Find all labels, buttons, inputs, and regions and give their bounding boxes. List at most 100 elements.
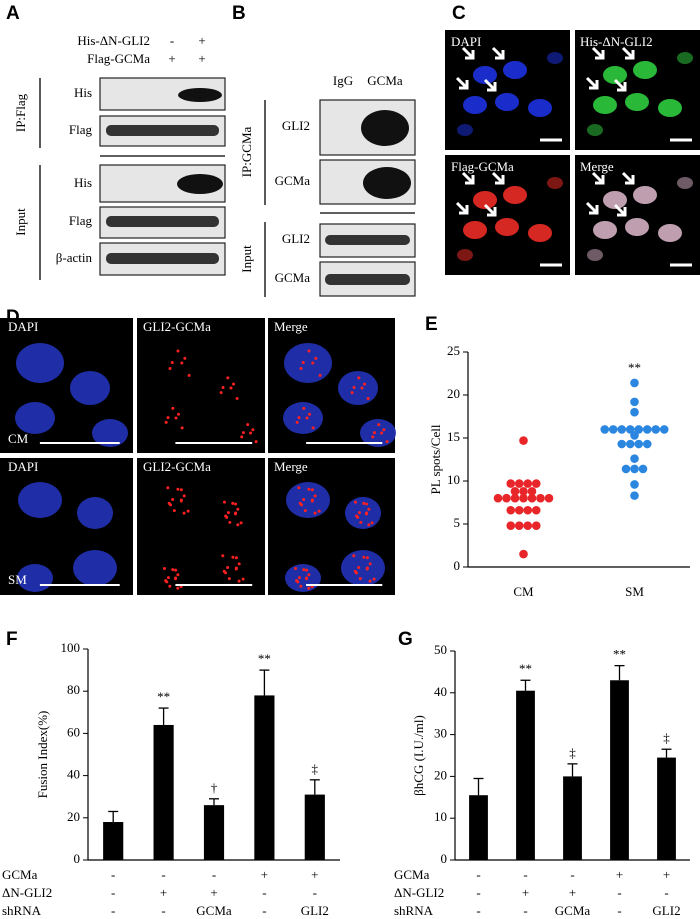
- spot: [180, 426, 184, 430]
- condition-value: -: [111, 903, 115, 918]
- spot: [251, 428, 255, 432]
- condition-label: shRNA: [394, 903, 434, 918]
- point: [502, 493, 511, 503]
- band: [363, 167, 411, 199]
- spot: [362, 501, 366, 505]
- spot: [299, 366, 303, 370]
- spot: [362, 555, 366, 559]
- point: [506, 505, 516, 515]
- spot: [307, 487, 311, 491]
- spot: [295, 579, 299, 583]
- point: [630, 407, 639, 417]
- y-tick-label: 25: [447, 343, 460, 358]
- spot: [367, 523, 371, 527]
- point: [519, 493, 528, 503]
- row-label: Flag-GCMa: [87, 51, 150, 66]
- spot: [297, 486, 301, 490]
- spot: [352, 386, 356, 390]
- point: [527, 493, 537, 503]
- nucleus: [92, 419, 128, 447]
- point: [634, 439, 644, 449]
- condition-value: -: [111, 885, 115, 900]
- nucleus: [345, 497, 381, 529]
- annotation: **: [613, 647, 626, 662]
- condition-value: +: [311, 867, 318, 882]
- condition-value: GLI2: [301, 903, 329, 918]
- spot: [307, 349, 311, 353]
- nucleus: [503, 186, 527, 204]
- point: [630, 431, 639, 440]
- condition-label: ΔN-GLI2: [394, 885, 444, 900]
- lane-label: IgG: [333, 73, 353, 88]
- y-tick-label: 20: [67, 809, 80, 824]
- spot: [173, 577, 177, 581]
- point: [519, 436, 528, 445]
- image-label: GLI2-GCMa: [143, 459, 211, 474]
- spot: [227, 577, 231, 581]
- band: [106, 253, 219, 264]
- spot: [311, 426, 315, 430]
- spot: [240, 435, 244, 439]
- y-tick-label: 15: [447, 429, 460, 444]
- spot: [305, 416, 309, 420]
- point: [621, 464, 631, 474]
- spot: [254, 440, 258, 444]
- spot: [367, 507, 371, 511]
- spot: [229, 386, 233, 390]
- point: [493, 493, 503, 503]
- blot-label: Flag: [69, 213, 93, 228]
- spot: [234, 567, 238, 571]
- image-label: GLI2-GCMa: [143, 319, 211, 334]
- condition-value: -: [111, 867, 115, 882]
- y-axis-label: PL spots/Cell: [428, 424, 443, 494]
- y-axis-label: Fusion Index(%): [35, 711, 50, 799]
- spot: [353, 500, 357, 504]
- arrow: [621, 46, 635, 60]
- blot-label: His: [74, 175, 92, 190]
- spot: [183, 356, 187, 360]
- y-tick-label: 10: [434, 809, 447, 824]
- spot: [350, 391, 354, 395]
- condition-value: +: [210, 885, 217, 900]
- lane-label: GCMa: [367, 73, 403, 88]
- spot: [363, 382, 367, 386]
- spot: [353, 569, 357, 573]
- spot: [241, 431, 245, 435]
- spot: [377, 423, 381, 427]
- spot: [357, 376, 361, 380]
- spot: [233, 512, 237, 516]
- nucleus: [15, 402, 55, 434]
- band: [106, 125, 219, 136]
- spot: [357, 566, 361, 570]
- spot: [234, 556, 238, 560]
- y-tick-label: 0: [74, 851, 81, 866]
- y-tick-label: 20: [434, 767, 447, 782]
- point: [514, 479, 524, 488]
- nucleus: [286, 482, 330, 518]
- blot-label: GLI2: [282, 118, 310, 133]
- spot: [171, 498, 175, 502]
- spot: [297, 416, 301, 420]
- spot: [226, 566, 230, 570]
- condition-value: +: [160, 885, 167, 900]
- spot: [313, 494, 317, 498]
- spot: [370, 521, 374, 525]
- condition-value: GCMa: [555, 903, 591, 918]
- point: [630, 378, 639, 388]
- point: [617, 439, 627, 449]
- spot: [237, 579, 241, 583]
- spot: [170, 360, 174, 364]
- spot: [164, 579, 168, 583]
- arrow: [613, 203, 627, 217]
- nucleus: [338, 371, 378, 405]
- annotation: **: [157, 689, 170, 704]
- spot: [380, 431, 384, 435]
- spot: [236, 523, 240, 527]
- image-label: Merge: [274, 319, 308, 334]
- blot-label: His: [74, 85, 92, 100]
- spot: [180, 361, 184, 365]
- spot: [317, 509, 321, 513]
- y-tick-label: 100: [61, 640, 81, 655]
- spot: [226, 376, 230, 380]
- spot: [365, 502, 369, 506]
